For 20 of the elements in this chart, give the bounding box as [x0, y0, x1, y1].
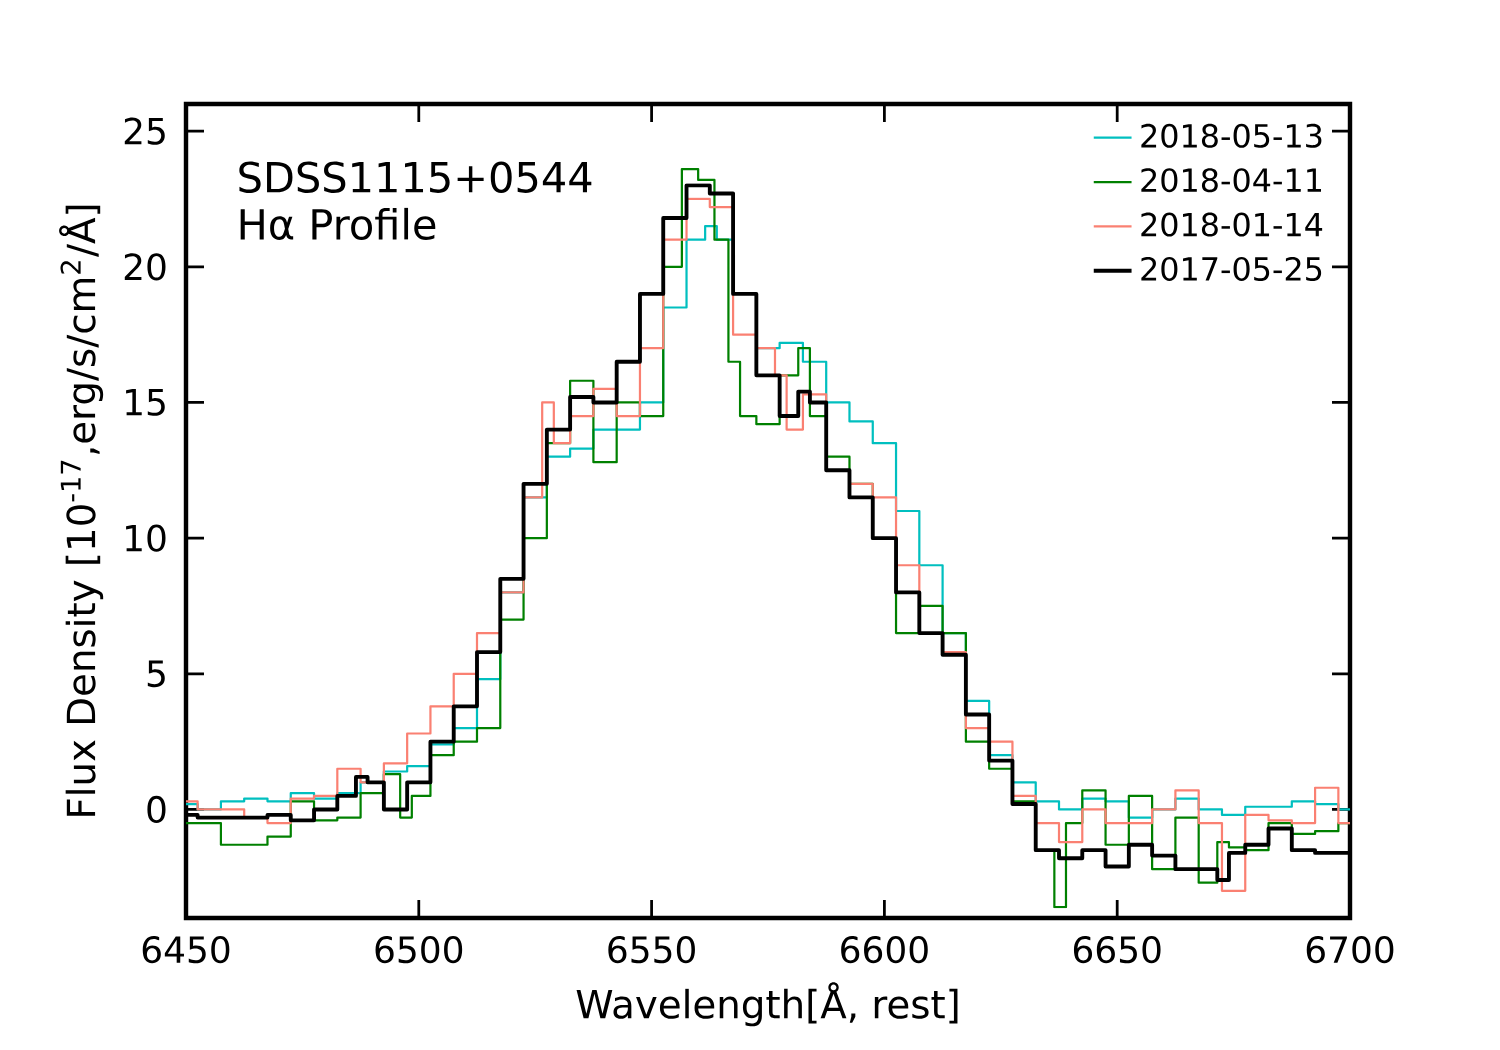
- legend-label: 2017-05-25: [1141, 256, 1322, 281]
- x-tick-label: 6500: [375, 936, 463, 964]
- x-tick-label: 6450: [142, 936, 230, 964]
- legend-label: 2018-05-13: [1141, 123, 1322, 148]
- y-tick-label: 25: [124, 117, 165, 145]
- legend-label: 2018-01-14: [1141, 212, 1323, 237]
- y-tick-label: 10: [126, 524, 166, 552]
- y-tick-label: 0: [147, 795, 166, 824]
- legend-label: 2018-04-11: [1141, 168, 1322, 193]
- annotation: SDSS1115+0544: [239, 161, 592, 193]
- x-tick-label: 6550: [608, 936, 695, 964]
- annotation: Hα Profile: [240, 207, 436, 240]
- y-tick-label: 15: [126, 389, 165, 416]
- x-tick-label: 6600: [841, 936, 928, 964]
- x-axis-title: Wavelength[Å, rest]: [576, 982, 958, 1027]
- x-tick-label: 6650: [1073, 936, 1161, 964]
- y-tick-label: 5: [147, 660, 165, 688]
- x-tick-label: 6700: [1306, 936, 1394, 964]
- y-axis-title: Flux Density [10$^{-17}$,erg/s/cm$^{2}$/Å]: [59, 205, 104, 816]
- y-tick-label: 20: [124, 253, 166, 281]
